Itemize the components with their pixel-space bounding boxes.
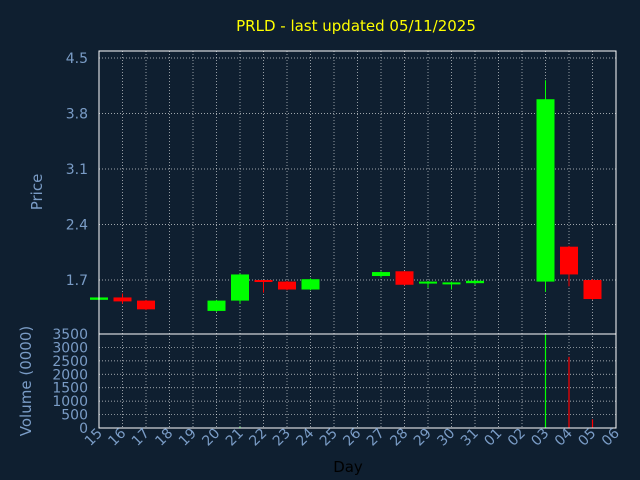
candle-body [536,99,555,282]
volume-tick-label: 0 [79,421,88,437]
candle-body [278,281,296,290]
candle-body [254,280,273,282]
price-tick-label: 1.7 [66,273,88,289]
chart-title: PRLD - last updated 05/11/2025 [236,17,476,35]
price-tick-label: 2.4 [66,218,88,234]
candle-body [113,297,132,302]
volume-axis-label: Volume (0000) [17,326,35,436]
candle-body [301,279,320,290]
candle-body [395,271,414,285]
candle-body [442,282,461,285]
volume-tick-label: 1500 [52,381,88,397]
volume-panel-frame [98,333,617,429]
price-tick-label: 3.1 [66,162,88,178]
volume-tick-label: 3500 [52,327,88,343]
price-axis-label: Price [28,174,46,211]
candle-body [372,272,390,277]
volume-tick-label: 2000 [52,367,88,383]
grid [98,51,617,428]
candle-body [231,274,249,301]
x-axis-label: Day [333,458,363,476]
candle-body [137,300,155,310]
volume-tick-label: 1000 [52,394,88,410]
candle-body [466,280,484,284]
candle-body [583,280,602,300]
candle-body [207,300,226,311]
volume-tick-label: 2500 [52,354,88,370]
price-tick-label: 4.5 [66,51,88,67]
volume-tick-label: 3000 [52,340,88,356]
candle-body [419,281,437,284]
chart-marks [90,80,602,428]
volume-tick-label: 500 [61,408,88,424]
candle-body [560,246,578,275]
price-tick-label: 3.8 [66,107,88,123]
